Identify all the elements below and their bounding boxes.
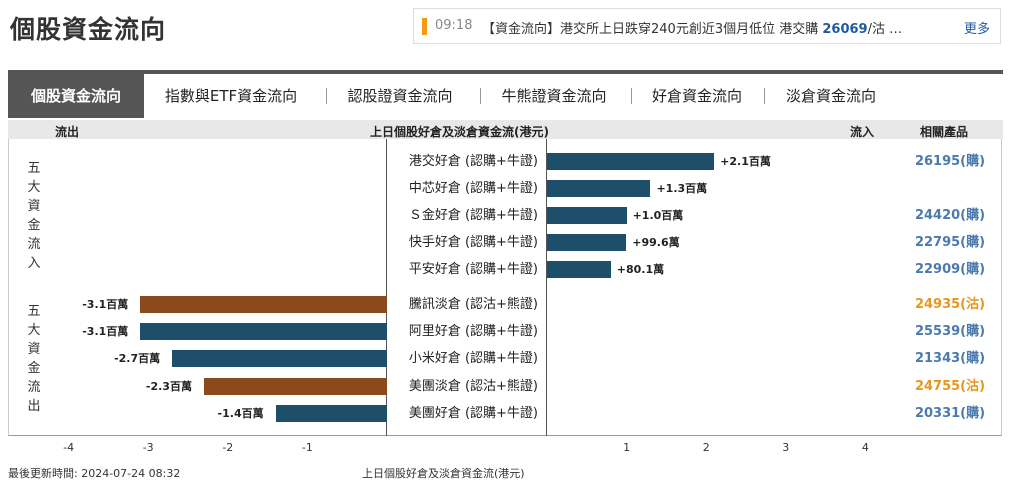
bar-category-label: 騰訊淡倉 (認沽+熊證)	[408, 297, 538, 312]
news-headline-suffix: /沽 …	[867, 22, 903, 37]
tab-separator	[480, 88, 481, 104]
bar-value-label: -2.7百萬	[114, 352, 161, 366]
bar-value-label: +99.6萬	[632, 236, 680, 249]
side-char: 五	[27, 304, 41, 319]
news-more-link[interactable]: 更多	[963, 22, 990, 37]
tab-index-etf-flow[interactable]: 指數與ETF資金流向	[164, 87, 298, 105]
bar-value-label: -3.1百萬	[82, 325, 129, 339]
tab-separator	[764, 88, 765, 104]
tab-bar: 個股資金流向 指數與ETF資金流向 認股證資金流向 牛熊證資金流向 好倉資金流向…	[8, 74, 1003, 118]
bar-category-label: 小米好倉 (認購+牛證)	[408, 351, 538, 367]
x-axis-tick: 3	[782, 441, 790, 454]
outflow-bar[interactable]	[140, 323, 387, 341]
chart-header: 流出 上日個股好倉及淡倉資金流(港元) 流入 相關產品	[8, 120, 1003, 139]
tab-short-flow[interactable]: 淡倉資金流向	[785, 87, 876, 105]
news-ticker[interactable]: 09:18 【資金流向】港交所上日跌穿240元創近3個月低位 港交購 26069…	[413, 8, 1001, 44]
related-product-link[interactable]: 22795(購)	[914, 235, 986, 250]
news-headline-code[interactable]: 26069	[822, 22, 868, 37]
side-char: 出	[27, 399, 41, 414]
bar-value-label: +80.1萬	[616, 263, 665, 276]
bar-category-label: 美團好倉 (認購+牛證)	[408, 405, 538, 421]
chart-area	[8, 139, 1002, 436]
bar-value-label: -2.3百萬	[145, 379, 192, 393]
related-products-header: 相關產品	[920, 125, 969, 139]
bar-category-label: 中芯好倉 (認購+牛證)	[408, 181, 538, 196]
x-axis-tick: -4	[63, 441, 75, 454]
chart-title: 上日個股好倉及淡倉資金流(港元)	[370, 125, 549, 139]
zero-axis-left	[386, 139, 387, 436]
side-char: 金	[27, 361, 41, 376]
related-product-link[interactable]: 24935(沽)	[914, 297, 986, 312]
news-time: 09:18	[435, 18, 473, 33]
outflow-bar[interactable]	[275, 404, 387, 422]
bar-category-label: 阿里好倉 (認購+牛證)	[408, 324, 538, 340]
news-headline[interactable]: 【資金流向】港交所上日跌穿240元創近3個月低位 港交購 26069/沽 …	[482, 18, 952, 37]
related-product-link[interactable]: 26195(購)	[914, 154, 986, 169]
bar-value-label: +1.3百萬	[656, 182, 708, 195]
bar-value-label: +2.1百萬	[720, 155, 771, 168]
outflow-bar[interactable]	[203, 377, 387, 395]
related-product-link[interactable]: 20331(購)	[914, 405, 986, 421]
inflow-bar[interactable]	[547, 234, 627, 251]
related-product-link[interactable]: 21343(購)	[914, 351, 986, 367]
bar-category-label: 平安好倉 (認購+牛證)	[408, 262, 538, 277]
side-char: 流	[27, 237, 41, 252]
page-title: 個股資金流向	[10, 15, 167, 44]
bar-value-label: -3.1百萬	[82, 298, 129, 311]
chart-caption: 上日個股好倉及淡倉資金流(港元)	[362, 467, 525, 480]
related-product-link[interactable]: 24420(購)	[914, 208, 986, 223]
side-char: 入	[27, 256, 41, 271]
x-axis-tick: -2	[222, 441, 234, 454]
outflow-bar[interactable]	[172, 350, 387, 368]
news-marker	[422, 18, 427, 35]
bar-category-label: 美團淡倉 (認沽+熊證)	[408, 378, 538, 394]
side-label-outflow: 五 大 資 金 流 出	[27, 302, 41, 416]
tab-bar-rule	[8, 70, 1003, 74]
zero-axis-right	[546, 139, 547, 436]
related-product-link[interactable]: 22909(購)	[914, 262, 986, 277]
bar-category-label: 快手好倉 (認購+牛證)	[408, 235, 538, 250]
bar-category-label: 港交好倉 (認購+牛證)	[408, 154, 538, 169]
side-char: 大	[27, 323, 41, 338]
related-product-link[interactable]: 24755(沽)	[914, 378, 986, 394]
x-axis-tick: 4	[861, 441, 869, 454]
tab-cbbc-flow[interactable]: 牛熊證資金流向	[501, 87, 607, 105]
bar-category-label: Ｓ金好倉 (認購+牛證)	[408, 208, 538, 223]
inflow-header: 流入	[850, 125, 875, 139]
x-axis-tick: 2	[702, 441, 710, 454]
bar-value-label: +1.0百萬	[632, 209, 684, 222]
inflow-bar[interactable]	[547, 207, 627, 224]
x-axis-tick: -1	[301, 441, 313, 454]
x-axis-tick: 1	[623, 441, 631, 454]
side-char: 大	[27, 180, 41, 195]
inflow-bar[interactable]	[547, 261, 611, 278]
outflow-bar[interactable]	[140, 296, 387, 313]
inflow-bar[interactable]	[547, 180, 651, 197]
tab-separator	[326, 88, 327, 104]
tab-stock-flow[interactable]: 個股資金流向	[8, 74, 144, 118]
side-char: 金	[27, 218, 41, 233]
side-label-inflow: 五 大 資 金 流 入	[27, 159, 41, 273]
outflow-header: 流出	[55, 125, 80, 139]
tab-separator	[631, 88, 632, 104]
side-char: 資	[27, 342, 41, 357]
news-headline-text: 【資金流向】港交所上日跌穿240元創近3個月低位 港交購	[482, 22, 823, 37]
tab-long-flow[interactable]: 好倉資金流向	[651, 87, 742, 105]
side-char: 資	[27, 199, 41, 214]
last-updated: 最後更新時間: 2024-07-24 08:32	[8, 467, 181, 480]
tab-warrant-flow[interactable]: 認股證資金流向	[347, 87, 453, 105]
side-char: 流	[27, 380, 41, 395]
inflow-bar[interactable]	[547, 153, 715, 170]
bar-value-label: -1.4百萬	[217, 406, 264, 420]
side-char: 五	[27, 161, 41, 176]
x-axis-tick: -3	[142, 441, 154, 454]
related-product-link[interactable]: 25539(購)	[914, 324, 986, 340]
